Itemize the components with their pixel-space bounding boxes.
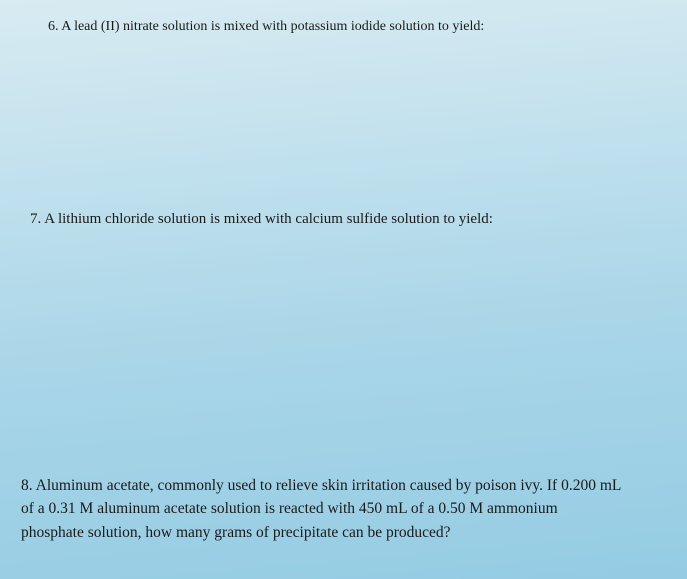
question-6-number: 6. [48, 19, 59, 34]
question-7: 7. A lithium chloride solution is mixed … [30, 209, 679, 229]
question-8-number: 8. [21, 477, 33, 494]
question-8-line1: Aluminum acetate, commonly used to relie… [36, 477, 622, 494]
question-7-number: 7. [30, 211, 41, 227]
question-8-line3: phosphate solution, how many grams of pr… [21, 524, 451, 541]
question-6-text: A lead (II) nitrate solution is mixed wi… [61, 19, 484, 34]
question-8-line2: of a 0.31 M aluminum acetate solution is… [21, 500, 558, 517]
question-6: 6. A lead (II) nitrate solution is mixed… [48, 18, 679, 37]
question-8: 8. Aluminum acetate, commonly used to re… [21, 474, 679, 544]
question-7-text: A lithium chloride solution is mixed wit… [44, 211, 493, 227]
